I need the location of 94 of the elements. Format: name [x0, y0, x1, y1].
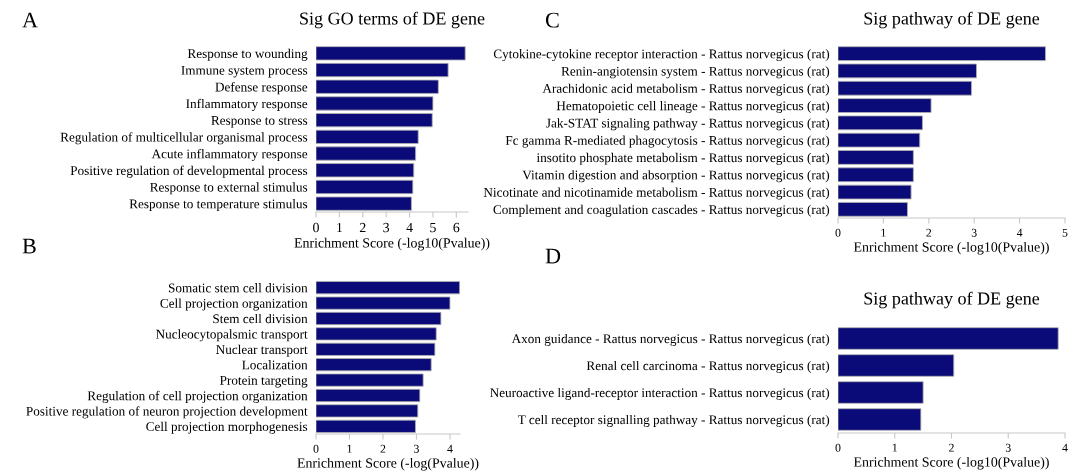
chart-title: Sig pathway of DE gene — [864, 291, 1040, 309]
x-tick-label: 3 — [414, 444, 419, 453]
text: B — [22, 238, 36, 254]
y-tick-label: insotito phosphate metabolism - Rattus norvegicus (rat) — [536, 152, 830, 165]
bar — [316, 196, 412, 211]
y-tick-label: Arachidonic acid metabolism - Rattus norvegicus (rat) — [542, 83, 830, 96]
bar — [316, 163, 415, 178]
y-tick-label: Regulation of cell projection organization — [87, 390, 308, 403]
x-tick-label: 1 — [892, 443, 897, 452]
bar — [316, 96, 434, 111]
y-tick-label: T cell receptor signalling pathway - Rattus norvegicus (rat) — [517, 414, 830, 427]
y-tick-label: Response to external stimulus — [150, 182, 308, 195]
bar — [838, 150, 914, 165]
x-tick-label: 4 — [1062, 443, 1068, 452]
y-tick-label: Fc gamma R-mediated phagocytosis - Rattus norvegicus (rat) — [505, 135, 830, 148]
bar — [316, 129, 419, 144]
x-tick-label: 2 — [949, 443, 954, 452]
bar — [838, 202, 908, 217]
bar — [316, 311, 442, 326]
bar — [316, 113, 433, 128]
y-tick-label: Localization — [242, 360, 308, 370]
y-tick-label: Stem cell division — [213, 313, 308, 324]
bar — [838, 184, 912, 200]
text: A — [22, 12, 38, 28]
y-tick-label: Cell projection organization — [160, 298, 308, 311]
x-tick-label: 3 — [971, 228, 977, 237]
y-tick-label: Renal cell carcinoma - Rattus norvegicus (rat) — [586, 360, 830, 373]
y-tick-label: Nuclear transport — [216, 344, 308, 357]
x-tick-label: 0 — [835, 228, 841, 237]
bar — [316, 146, 417, 161]
chart-title: Sig pathway of DE gene — [864, 11, 1040, 29]
bar — [838, 46, 1046, 61]
x-tick-label: 0 — [313, 222, 319, 233]
x-tick-label: 2 — [926, 228, 932, 237]
x-tick-label: 2 — [359, 222, 366, 233]
bar — [316, 62, 449, 78]
bar — [838, 63, 977, 79]
bar — [838, 98, 932, 113]
x-tick-label: 1 — [881, 228, 886, 237]
y-tick-label: Response to temperature stimulus — [129, 199, 308, 212]
bar — [316, 79, 439, 94]
y-tick-label: Hematopoietic cell lineage - Rattus norvegicus (rat) — [556, 100, 830, 113]
y-tick-label: Acute inflammatory response — [151, 148, 308, 162]
y-tick-label: Defense response — [215, 82, 308, 95]
x-tick-label: 4 — [406, 222, 413, 233]
bar — [838, 408, 922, 431]
text: D — [545, 248, 561, 264]
x-tick-label: 5 — [1062, 228, 1068, 237]
bar — [838, 115, 923, 131]
x-tick-label: 1 — [337, 222, 343, 233]
y-tick-label: Positive regulation of developmental process — [70, 165, 308, 178]
y-tick-label: Jak-STAT signaling pathway - Rattus norvegicus (rat) — [546, 118, 830, 131]
y-tick-label: Somatic stem cell division — [168, 283, 308, 293]
y-tick-label: Response to stress — [211, 116, 308, 128]
bar — [838, 327, 1059, 350]
y-tick-label: Positive regulation of neuron projection development — [26, 406, 308, 419]
x-tick-label: 2 — [380, 444, 386, 453]
y-tick-label: Protein targeting — [219, 375, 308, 388]
x-tick-label: 1 — [347, 444, 352, 453]
x-tick-label: 5 — [430, 222, 436, 233]
y-tick-label: Response to wounding — [187, 48, 308, 61]
y-tick-label: Vitamin digestion and absorption - Rattus norvegicus (rat) — [522, 170, 830, 183]
x-tick-label: 3 — [1005, 443, 1011, 452]
x-tick-label: 4 — [447, 444, 453, 453]
bar — [316, 46, 466, 61]
y-tick-label: Nicotinate and nicotinamide metabolism - Rattus norvegicus (rat) — [483, 187, 830, 200]
bar — [838, 132, 921, 148]
bar — [316, 179, 414, 195]
y-tick-label: Cytokine-cytokine receptor interaction - Rattus norvegicus (rat) — [493, 49, 830, 62]
x-tick-label: 0 — [313, 444, 319, 453]
y-tick-label: Renin-angiotensin system - Rattus norvegicus (rat) — [561, 66, 830, 79]
bar — [838, 354, 955, 377]
chart-title: Sig GO terms of DE gene — [300, 11, 485, 29]
x-tick-label: 4 — [1016, 228, 1023, 237]
y-tick-label: Inflammatory response — [186, 98, 308, 111]
y-tick-label: Nucleocytopalsmic transport — [155, 329, 308, 342]
x-tick-label: 0 — [835, 443, 841, 452]
y-tick-label: Regulation of multicellular organismal process — [60, 132, 308, 145]
bar — [316, 388, 421, 403]
bar — [838, 167, 914, 183]
text: C — [545, 12, 559, 28]
bar — [838, 381, 924, 404]
x-axis-title: Enrichment Score (-log10(Pvalue)) — [853, 241, 1049, 255]
y-tick-label: Axon guidance - Rattus norvegicus - Rattus norvegicus (rat) — [511, 333, 830, 346]
x-axis-title: Enrichment Score (-log10(Pvalue)) — [294, 237, 490, 251]
x-axis-title: Enrichment Score (-log(Pvalue)) — [297, 457, 479, 471]
y-tick-label: Immune system process — [181, 65, 308, 78]
y-tick-label: Cell projection morphogenesis — [146, 421, 308, 434]
x-tick-label: 3 — [383, 222, 390, 233]
x-axis-title: Enrichment Score (-log10(Pvalue)) — [853, 456, 1049, 470]
x-tick-label: 6 — [453, 222, 460, 233]
y-tick-label: Complement and coagulation cascades - Rattus norvegicus (rat) — [493, 204, 830, 217]
y-tick-label: Neuroactive ligand-receptor interaction - Rattus norvegicus (rat) — [490, 387, 830, 400]
bar — [838, 80, 972, 96]
